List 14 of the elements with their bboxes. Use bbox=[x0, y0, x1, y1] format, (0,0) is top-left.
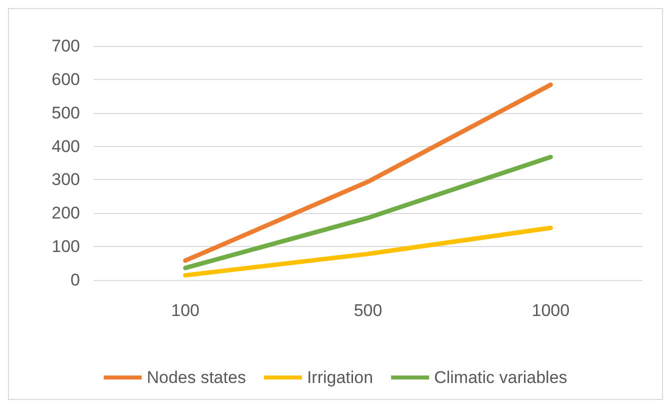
x-tick-label: 1000 bbox=[532, 301, 570, 320]
x-tick-label: 100 bbox=[171, 301, 200, 320]
legend-label: Climatic variables bbox=[434, 368, 568, 387]
legend-label: Nodes states bbox=[146, 368, 246, 387]
y-tick-label: 100 bbox=[52, 237, 80, 256]
x-tick-label: 500 bbox=[354, 301, 382, 320]
y-tick-label: 600 bbox=[52, 70, 80, 89]
y-tick-label: 400 bbox=[52, 136, 80, 156]
y-tick-label: 300 bbox=[52, 170, 80, 190]
y-tick-label: 500 bbox=[52, 103, 80, 122]
y-tick-label: 0 bbox=[70, 270, 80, 290]
y-tick-label: 200 bbox=[52, 204, 80, 223]
y-tick-label: 700 bbox=[52, 36, 80, 56]
legend-label: Irrigation bbox=[306, 368, 374, 387]
